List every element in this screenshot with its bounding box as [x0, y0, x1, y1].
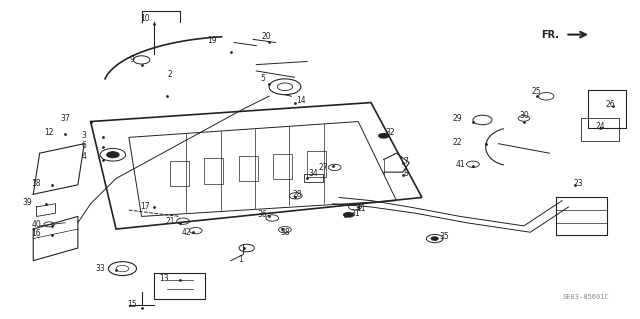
- Text: 1: 1: [238, 255, 243, 263]
- Text: 38: 38: [280, 228, 290, 237]
- Text: 28: 28: [293, 190, 303, 199]
- Text: 24: 24: [596, 122, 605, 131]
- Text: 18: 18: [32, 179, 41, 188]
- Text: 37: 37: [60, 114, 70, 123]
- Text: 39: 39: [22, 198, 32, 207]
- Text: 42: 42: [181, 228, 191, 237]
- Text: 20: 20: [261, 32, 271, 41]
- Text: 13: 13: [159, 274, 169, 283]
- Text: 14: 14: [296, 97, 306, 106]
- Text: 11: 11: [356, 204, 366, 213]
- Text: 29: 29: [452, 114, 462, 123]
- Text: 4: 4: [82, 152, 86, 161]
- Text: 12: 12: [44, 128, 54, 137]
- Circle shape: [431, 237, 438, 241]
- Text: 32: 32: [385, 128, 395, 137]
- Circle shape: [106, 152, 119, 158]
- Text: 23: 23: [573, 179, 583, 188]
- Text: 9: 9: [129, 56, 134, 64]
- Text: 2: 2: [168, 70, 173, 78]
- Text: 25: 25: [532, 87, 541, 96]
- Text: 27: 27: [318, 163, 328, 172]
- Text: 33: 33: [95, 264, 105, 273]
- Text: 3: 3: [82, 131, 86, 140]
- Text: FR.: FR.: [541, 30, 559, 40]
- Text: 17: 17: [140, 203, 150, 211]
- Text: 5: 5: [260, 74, 265, 83]
- Text: SE03-85601C: SE03-85601C: [562, 294, 609, 300]
- Text: 41: 41: [456, 160, 465, 169]
- Text: 15: 15: [127, 300, 137, 309]
- Text: 16: 16: [31, 229, 41, 238]
- Text: 10: 10: [140, 14, 150, 23]
- Text: 21: 21: [166, 217, 175, 226]
- Circle shape: [343, 212, 355, 218]
- Text: 31: 31: [350, 209, 360, 218]
- Text: 34: 34: [308, 169, 319, 178]
- Text: 8: 8: [404, 169, 408, 178]
- Text: 35: 35: [440, 233, 449, 241]
- Text: 7: 7: [404, 157, 408, 166]
- Text: 19: 19: [207, 36, 216, 45]
- Circle shape: [378, 133, 390, 139]
- Text: 30: 30: [519, 111, 529, 120]
- Text: 22: 22: [452, 137, 461, 147]
- Text: 36: 36: [258, 210, 268, 219]
- Text: 6: 6: [82, 141, 86, 150]
- Text: 26: 26: [605, 100, 615, 109]
- Text: 40: 40: [31, 220, 42, 229]
